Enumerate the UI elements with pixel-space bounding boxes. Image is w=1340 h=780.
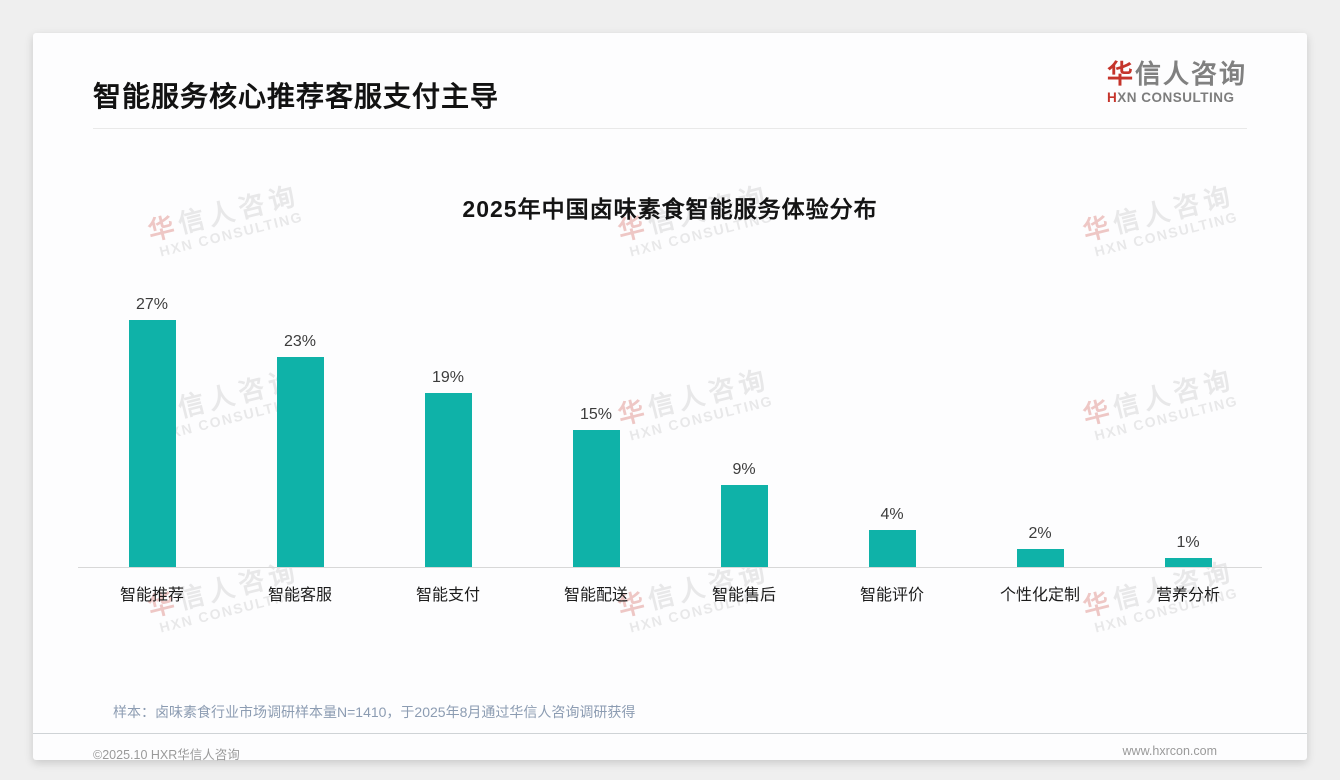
bar — [868, 530, 916, 567]
category-label: 智能推荐 — [119, 587, 184, 604]
bar-group: 1% — [1114, 534, 1262, 567]
footer-divider — [33, 733, 1307, 734]
chart-category-axis: 智能推荐 智能客服 智能支付 智能配送 智能售后 智能评价 个性化定制 营养分析 — [78, 568, 1262, 605]
bar-group: 15% — [522, 406, 670, 567]
bar-group: 19% — [374, 369, 522, 567]
bar-value-label: 23% — [283, 333, 317, 350]
bar — [1164, 558, 1212, 567]
bar — [276, 357, 324, 567]
category-label: 智能客服 — [267, 587, 332, 604]
sample-note: 样本：卤味素食行业市场调研样本量N=1410，于2025年8月通过华信人咨询调研… — [113, 704, 636, 720]
category-label: 智能支付 — [415, 587, 480, 604]
bar-value-label: 2% — [1028, 525, 1052, 542]
bar-value-label: 19% — [431, 369, 465, 386]
footer: ©2025.10 HXR华信人咨询 www.hxrcon.com — [33, 734, 1307, 763]
bar — [424, 393, 472, 567]
category-label: 营养分析 — [1155, 587, 1220, 604]
bar-group: 9% — [670, 461, 818, 567]
bar-group: 27% — [78, 296, 226, 567]
bar-value-label: 27% — [135, 296, 169, 313]
page-title: 智能服务核心推荐客服支付主导 — [93, 81, 500, 112]
category-label: 智能评价 — [859, 587, 924, 604]
bar-value-label: 4% — [880, 506, 904, 523]
website-url: www.hxrcon.com — [1122, 744, 1217, 758]
bar-chart: 27% 23% 19% 15% 9% 4% 2% 1% 智能推荐 智能客服 智能支付 智能配送 智能售… — [78, 268, 1262, 605]
bar-group: 2% — [966, 525, 1114, 567]
logo-chinese-name: 华信人咨询 — [1106, 59, 1247, 89]
category-label: 智能配送 — [563, 587, 628, 604]
company-logo: 华信人咨询 HXN CONSULTING — [1107, 59, 1247, 106]
bar-value-label: 9% — [732, 461, 756, 478]
slide-card: 华信人咨询 HXN CONSULTING 华信人咨询 HXN CONSULTING 华信… — [33, 33, 1307, 763]
bar — [720, 485, 768, 567]
header-divider — [93, 128, 1247, 129]
bar-value-label: 1% — [1176, 534, 1200, 551]
bar-group: 4% — [818, 506, 966, 567]
category-label: 个性化定制 — [999, 587, 1080, 604]
category-label: 智能售后 — [711, 587, 776, 604]
bar — [128, 320, 176, 567]
copyright-text: ©2025.10 HXR华信人咨询 — [93, 748, 240, 762]
chart-plot-area: 27% 23% 19% 15% 9% 4% 2% 1% — [78, 268, 1262, 568]
header: 智能服务核心推荐客服支付主导 华信人咨询 HXN CONSULTING — [33, 33, 1307, 115]
bar — [1016, 549, 1064, 567]
bar-value-label: 15% — [579, 406, 613, 423]
logo-english-name: HXN CONSULTING — [1106, 90, 1235, 106]
bar-group: 23% — [226, 333, 374, 567]
bar — [572, 430, 620, 567]
chart-title: 2025年中国卤味素食智能服务体验分布 — [462, 196, 878, 222]
